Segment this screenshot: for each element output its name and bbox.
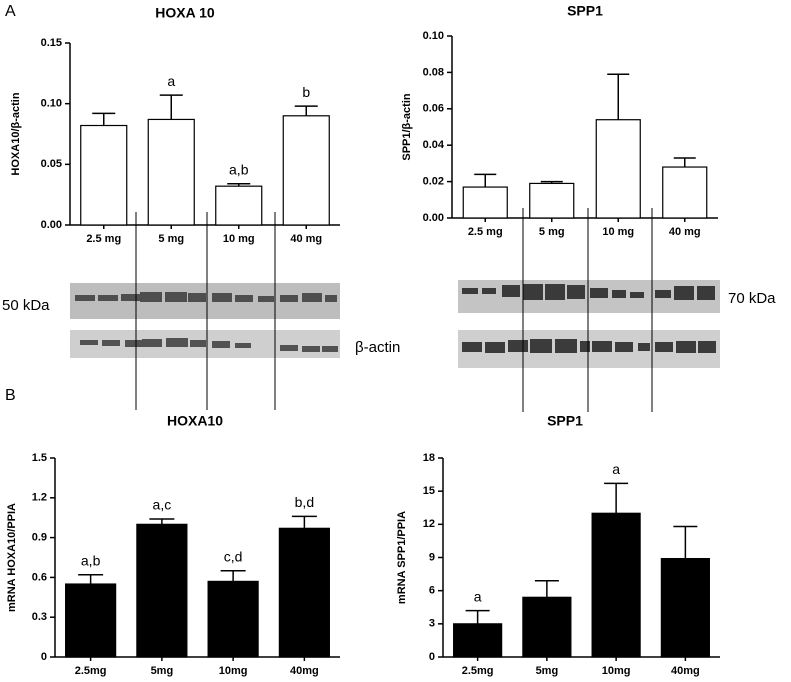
chart-title: HOXA 10 bbox=[155, 5, 215, 21]
bar bbox=[136, 523, 188, 658]
y-tick-label: 0.00 bbox=[41, 219, 62, 231]
blot-label: 50 kDa bbox=[2, 297, 50, 314]
y-tick-label: 0 bbox=[429, 651, 435, 663]
x-tick-label: 5mg bbox=[151, 665, 174, 677]
bar bbox=[595, 119, 641, 219]
x-tick-label: 2.5mg bbox=[75, 665, 107, 677]
blot-label: 70 kDa bbox=[728, 290, 776, 307]
x-tick-label: 5mg bbox=[536, 665, 559, 677]
bar bbox=[453, 623, 503, 658]
x-tick-label: 5 mg bbox=[539, 226, 565, 238]
y-tick-label: 0.05 bbox=[41, 158, 62, 170]
y-axis-label: mRNA HOXA10/PPIA bbox=[6, 503, 18, 612]
blot-label: β-actin bbox=[355, 339, 400, 356]
bar bbox=[462, 186, 508, 219]
annotation: b bbox=[302, 84, 310, 100]
chart-title: HOXA10 bbox=[167, 413, 223, 429]
blot-left bbox=[70, 283, 340, 358]
x-tick-label: 10mg bbox=[219, 665, 248, 677]
y-tick-label: 0 bbox=[41, 651, 47, 663]
y-tick-label: 6 bbox=[429, 585, 435, 597]
y-tick-label: 0.04 bbox=[423, 139, 445, 151]
y-tick-label: 0.10 bbox=[423, 30, 444, 42]
bar bbox=[529, 182, 575, 219]
y-tick-label: 0.9 bbox=[32, 532, 47, 544]
y-tick-label: 12 bbox=[423, 518, 435, 530]
annotation: a,b bbox=[81, 552, 101, 568]
bar bbox=[591, 512, 641, 658]
y-axis-label: mRNA SPP1/PPIA bbox=[396, 511, 408, 604]
x-tick-label: 10mg bbox=[602, 665, 631, 677]
chart-title: SPP1 bbox=[547, 413, 583, 429]
blot-right bbox=[458, 280, 720, 368]
y-tick-label: 0.08 bbox=[423, 66, 444, 78]
y-tick-label: 0.3 bbox=[32, 611, 47, 623]
y-tick-label: 15 bbox=[423, 485, 435, 497]
y-tick-label: 1.5 bbox=[32, 452, 47, 464]
x-tick-label: 40mg bbox=[290, 665, 319, 677]
bar bbox=[207, 580, 259, 658]
y-axis-label: SPP1/β-actin bbox=[401, 93, 413, 161]
annotation: a bbox=[474, 588, 482, 604]
bar bbox=[80, 124, 128, 226]
bar bbox=[522, 596, 572, 658]
annotation: a bbox=[612, 461, 620, 477]
x-tick-label: 10 mg bbox=[223, 233, 255, 245]
y-tick-label: 0.06 bbox=[423, 103, 444, 115]
bar bbox=[278, 527, 330, 658]
x-tick-label: 2.5 mg bbox=[468, 226, 503, 238]
bar bbox=[147, 118, 195, 226]
x-tick-label: 40 mg bbox=[290, 233, 322, 245]
y-tick-label: 0.02 bbox=[423, 176, 444, 188]
y-tick-label: 0.6 bbox=[32, 571, 47, 583]
y-tick-label: 18 bbox=[423, 452, 435, 464]
x-tick-label: 40 mg bbox=[669, 226, 701, 238]
chart-title: SPP1 bbox=[567, 3, 603, 19]
bar bbox=[65, 583, 117, 658]
x-tick-label: 5 mg bbox=[158, 233, 184, 245]
y-tick-label: 9 bbox=[429, 551, 435, 563]
panel-label: B bbox=[5, 387, 16, 404]
x-tick-label: 10 mg bbox=[602, 226, 634, 238]
annotation: b,d bbox=[295, 494, 314, 510]
lane-dividers bbox=[135, 208, 653, 412]
annotation: a,c bbox=[153, 497, 172, 513]
y-tick-label: 3 bbox=[429, 618, 435, 630]
y-tick-label: 0.10 bbox=[41, 98, 62, 110]
annotation: c,d bbox=[224, 548, 243, 564]
y-tick-label: 0.00 bbox=[423, 212, 444, 224]
x-tick-label: 2.5mg bbox=[462, 665, 494, 677]
annotation: a,b bbox=[229, 161, 249, 177]
bar bbox=[660, 558, 710, 658]
annotation: a bbox=[167, 73, 175, 89]
x-tick-label: 2.5 mg bbox=[86, 233, 121, 245]
x-tick-label: 40mg bbox=[671, 665, 700, 677]
bar bbox=[215, 185, 263, 226]
panel-label: A bbox=[5, 3, 16, 20]
bar bbox=[662, 166, 708, 219]
y-tick-label: 0.15 bbox=[41, 37, 62, 49]
y-tick-label: 1.2 bbox=[32, 492, 47, 504]
bar bbox=[282, 115, 330, 226]
y-axis-label: HOXA10/β-actin bbox=[10, 92, 22, 175]
